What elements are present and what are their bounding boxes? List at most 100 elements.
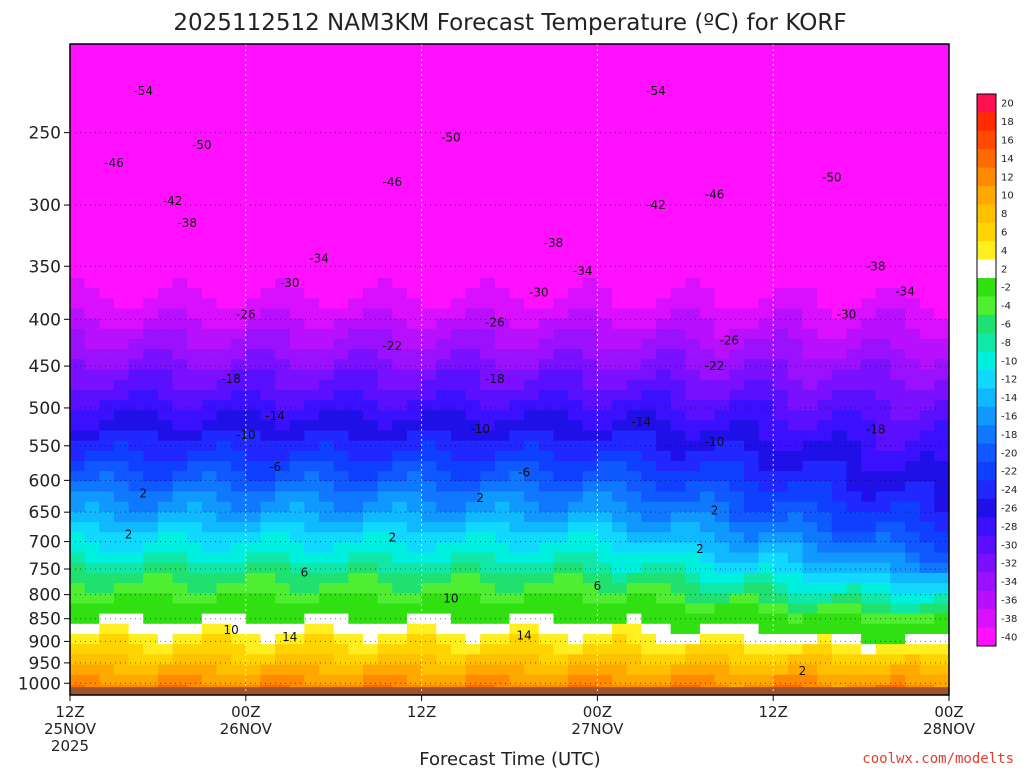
heatmap-cell <box>875 94 891 106</box>
heatmap-cell <box>84 481 100 493</box>
heatmap-cell <box>289 176 305 187</box>
heatmap-cell <box>641 135 657 147</box>
heatmap-cell <box>494 166 511 177</box>
heatmap-cell <box>509 257 525 269</box>
heatmap-cell <box>187 511 203 523</box>
heatmap-cell <box>685 379 701 391</box>
heatmap-cell <box>787 84 804 96</box>
heatmap-cell <box>99 572 115 584</box>
heatmap-cell <box>905 135 921 147</box>
heatmap-cell <box>377 420 393 432</box>
heatmap-cell <box>289 674 305 686</box>
heatmap-cell <box>201 389 218 401</box>
heatmap-cell <box>568 155 584 167</box>
heatmap-cell <box>392 674 408 686</box>
heatmap-cell <box>582 532 598 544</box>
heatmap-cell <box>70 196 86 208</box>
heatmap-cell <box>597 644 613 655</box>
heatmap-cell <box>172 471 188 482</box>
colorbar: 2018161412108642-2-4-6-8-10-12-14-16-18-… <box>976 93 1017 647</box>
heatmap-cell <box>656 166 672 177</box>
heatmap-cell <box>714 359 730 371</box>
heatmap-cell <box>582 511 598 523</box>
heatmap-cell <box>392 196 408 208</box>
heatmap-cell <box>231 379 247 391</box>
heatmap-cell <box>319 552 335 564</box>
heatmap-cell <box>612 74 628 86</box>
heatmap-cell <box>216 247 232 259</box>
heatmap-cell <box>260 389 276 401</box>
heatmap-cell <box>304 64 320 76</box>
heatmap-cell <box>304 74 320 86</box>
heatmap-cell <box>260 410 276 421</box>
heatmap-cell <box>787 552 804 564</box>
heatmap-cell <box>699 654 716 666</box>
heatmap-cell <box>743 125 760 137</box>
heatmap-cell <box>626 237 642 249</box>
heatmap-cell <box>201 288 218 299</box>
heatmap-cell <box>743 664 760 676</box>
heatmap-cell <box>494 308 511 320</box>
heatmap-cell <box>143 532 159 544</box>
heatmap-cell <box>377 44 393 55</box>
heatmap-cell <box>626 247 642 259</box>
heatmap-cell <box>626 186 642 198</box>
heatmap-cell <box>861 410 877 421</box>
heatmap-cell <box>612 54 628 65</box>
heatmap-cell <box>289 328 305 340</box>
heatmap-cell <box>157 542 174 554</box>
heatmap-cell <box>421 318 437 330</box>
heatmap-cell <box>861 166 877 177</box>
heatmap-cell <box>626 674 642 686</box>
heatmap-cell <box>406 227 423 238</box>
heatmap-cell <box>494 277 511 289</box>
heatmap-cell <box>157 654 174 666</box>
heatmap-cell <box>450 64 467 76</box>
heatmap-cell <box>275 288 291 299</box>
heatmap-cell <box>99 105 115 116</box>
heatmap-cell <box>699 288 716 299</box>
heatmap-cell <box>436 440 452 452</box>
heatmap-cell <box>685 603 701 615</box>
heatmap-cell <box>128 461 144 472</box>
heatmap-cell <box>773 257 789 269</box>
heatmap-cell <box>934 562 949 574</box>
heatmap-cell <box>99 644 115 655</box>
heatmap-cell <box>641 471 657 482</box>
heatmap-cell <box>582 338 598 350</box>
contour-label: -14 <box>632 415 652 429</box>
heatmap-cell <box>714 481 730 493</box>
heatmap-cell <box>157 623 174 635</box>
heatmap-cell <box>787 277 804 289</box>
heatmap-cell <box>670 257 686 269</box>
heatmap-cell <box>231 644 247 655</box>
heatmap-cell <box>831 461 848 472</box>
heatmap-cell <box>143 298 159 310</box>
heatmap-cell <box>699 186 716 198</box>
heatmap-cell <box>363 176 379 187</box>
heatmap-cell <box>582 664 598 676</box>
heatmap-cell <box>421 491 437 503</box>
heatmap-cell <box>846 400 862 411</box>
heatmap-cell <box>304 440 320 452</box>
heatmap-cell <box>348 430 364 442</box>
heatmap-cell <box>861 125 877 137</box>
heatmap-cell <box>919 430 935 442</box>
heatmap-cell <box>128 420 144 432</box>
heatmap-cell <box>685 644 701 655</box>
heatmap-cell <box>538 338 555 350</box>
heatmap-cell <box>934 84 949 96</box>
heatmap-cell <box>758 257 774 269</box>
heatmap-cell <box>612 400 628 411</box>
heatmap-cell <box>494 64 511 76</box>
heatmap-cell <box>699 125 716 137</box>
heatmap-cell <box>216 593 232 605</box>
heatmap-cell <box>201 501 218 513</box>
heatmap-cell <box>626 664 642 676</box>
heatmap-cell <box>861 369 877 381</box>
heatmap-cell <box>802 572 818 584</box>
heatmap-cell <box>216 186 232 198</box>
heatmap-cell <box>363 623 379 635</box>
heatmap-cell <box>245 389 262 401</box>
heatmap-cell <box>890 461 906 472</box>
